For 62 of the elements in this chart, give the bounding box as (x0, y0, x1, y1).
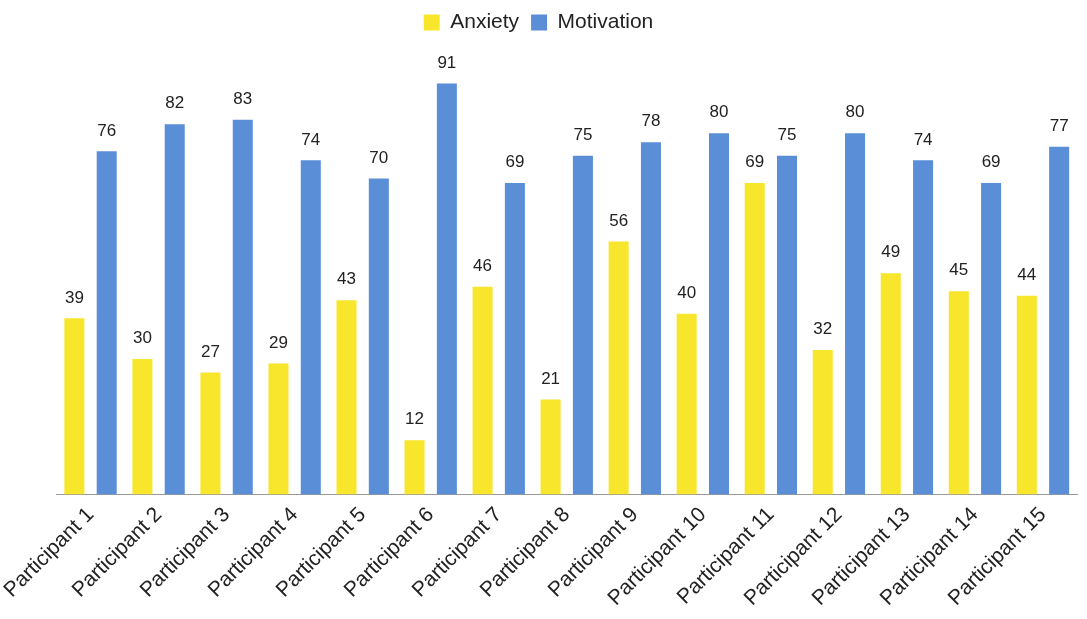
bar (572, 155, 593, 495)
legend-label: Motivation (557, 9, 654, 33)
bar (232, 119, 253, 495)
data-label: 76 (97, 120, 117, 140)
bar (96, 151, 117, 495)
bar (1049, 146, 1070, 495)
data-label: 77 (1049, 116, 1069, 136)
data-label: 46 (473, 255, 493, 275)
bar (436, 83, 457, 495)
data-label: 69 (745, 152, 765, 172)
data-label: 80 (709, 102, 729, 122)
bar (708, 133, 729, 495)
data-label: 75 (777, 125, 797, 145)
bar (845, 133, 866, 495)
bar (777, 155, 798, 495)
data-label: 45 (949, 260, 969, 280)
data-label: 78 (641, 111, 661, 131)
bar (368, 178, 389, 495)
data-label: 69 (505, 152, 525, 172)
data-label: 12 (405, 409, 424, 429)
legend-label: Anxiety (450, 9, 520, 33)
bar (812, 349, 833, 495)
bar (164, 124, 185, 495)
data-label: 91 (437, 52, 457, 72)
data-label: 27 (200, 341, 220, 361)
data-label: 40 (677, 283, 697, 303)
bar (676, 313, 697, 495)
data-label: 30 (132, 328, 152, 348)
bar (880, 273, 901, 495)
bar (1016, 295, 1037, 495)
bar (268, 363, 289, 495)
bar (336, 300, 357, 495)
bar (132, 358, 153, 495)
bar (200, 372, 221, 495)
bar (608, 241, 629, 495)
bar (540, 399, 561, 495)
bar (504, 182, 525, 495)
bar (404, 440, 425, 495)
data-label: 49 (881, 242, 901, 262)
bar (744, 182, 765, 495)
bar (948, 291, 969, 495)
data-label: 80 (845, 102, 865, 122)
bar (640, 142, 661, 495)
data-label: 43 (337, 269, 356, 289)
bar (472, 286, 493, 495)
data-label: 21 (541, 368, 561, 388)
data-label: 32 (813, 319, 833, 339)
data-label: 75 (573, 125, 593, 145)
data-label: 82 (165, 93, 185, 113)
data-label: 39 (64, 287, 84, 307)
data-label: 83 (233, 88, 253, 108)
data-label: 74 (913, 129, 933, 149)
data-label: 70 (369, 147, 389, 167)
data-label: 69 (981, 152, 1001, 172)
data-label: 29 (269, 332, 288, 352)
bar (300, 160, 321, 495)
data-label: 44 (1017, 264, 1037, 284)
bar (981, 182, 1002, 495)
data-label: 74 (301, 129, 321, 149)
bar (913, 160, 934, 495)
bar (64, 318, 85, 495)
data-label: 56 (609, 210, 629, 230)
